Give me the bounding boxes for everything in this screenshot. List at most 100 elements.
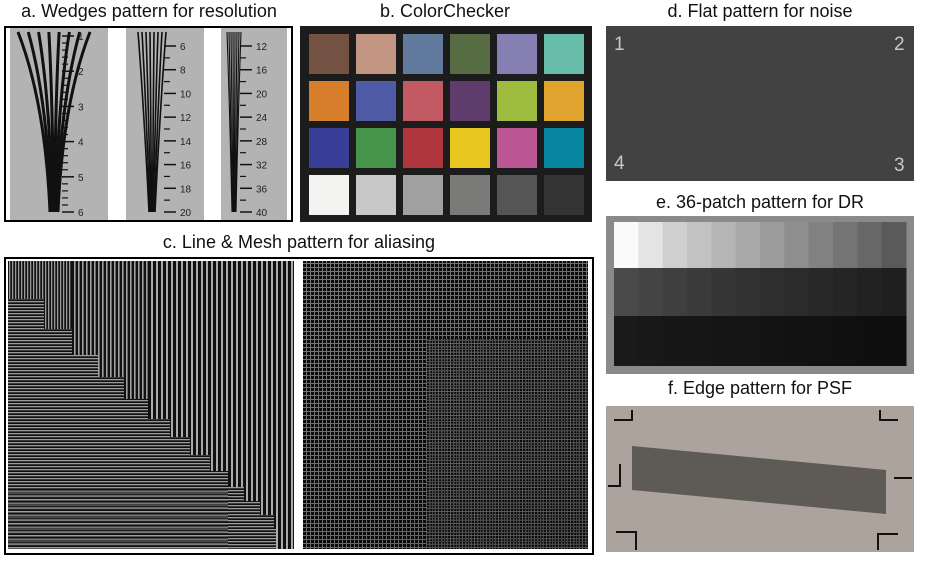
dr-patch bbox=[833, 268, 858, 316]
wedge-tick-label: 16 bbox=[180, 161, 192, 172]
colorchecker-patch bbox=[450, 175, 490, 215]
caption-colorchecker: b. ColorChecker bbox=[379, 1, 511, 21]
caption-dr: e. 36-patch pattern for DR bbox=[655, 192, 865, 212]
wedge-strip: 12 16 20 24 28 32 36 40 bbox=[221, 28, 287, 220]
wedge-tick-label: 3 bbox=[78, 102, 84, 113]
dr-svg bbox=[614, 222, 907, 366]
marker-bottom-left bbox=[616, 531, 637, 550]
dr-patch bbox=[760, 316, 785, 366]
dr-patch bbox=[662, 268, 688, 316]
dr-patch bbox=[638, 316, 664, 366]
dr-patch bbox=[735, 316, 761, 366]
colorchecker-patch bbox=[403, 128, 443, 168]
colorchecker-patch bbox=[497, 81, 537, 121]
colorchecker-patch bbox=[356, 81, 396, 121]
wedge-tick-label: 28 bbox=[256, 137, 268, 148]
marker-top-left bbox=[614, 410, 633, 421]
colorchecker-patch bbox=[497, 175, 537, 215]
dr-patch bbox=[833, 316, 858, 366]
colorchecker-patch bbox=[356, 128, 396, 168]
wedge-tick-label: 20 bbox=[180, 208, 192, 219]
dr-patch bbox=[687, 316, 712, 366]
dr-patch bbox=[881, 222, 907, 268]
colorchecker-patch bbox=[450, 34, 490, 74]
wedge-tick-label: 6 bbox=[180, 42, 186, 53]
wedge-strip: 1 2 3 4 5 6 bbox=[10, 28, 108, 220]
dr-patch bbox=[857, 268, 883, 316]
flat-panel: 1 2 3 4 bbox=[606, 26, 914, 181]
wedge-tick-label: 24 bbox=[256, 113, 268, 124]
colorchecker-patch bbox=[497, 34, 537, 74]
dr-patch bbox=[638, 268, 664, 316]
colorchecker-patch bbox=[497, 128, 537, 168]
wedge-tick-label: 18 bbox=[180, 184, 192, 195]
wedge-tick-label: 14 bbox=[180, 137, 192, 148]
wedge-tick-label: 6 bbox=[78, 208, 84, 219]
wedge-tick-label: 1 bbox=[78, 32, 84, 43]
caption-flat: d. Flat pattern for noise bbox=[667, 1, 853, 21]
line-mesh-panel bbox=[4, 257, 594, 555]
colorchecker-panel bbox=[300, 26, 592, 222]
colorchecker-patch bbox=[544, 34, 584, 74]
dr-patch bbox=[881, 316, 907, 366]
wedges-panel: 1 2 3 4 5 6 6 8 10 12 14 16 18 20 12 16 20 24 28 32 36 40 bbox=[4, 26, 293, 222]
dr-patch bbox=[833, 222, 858, 268]
dr-patch bbox=[614, 222, 639, 268]
dr-patch bbox=[784, 268, 810, 316]
colorchecker-patch bbox=[356, 34, 396, 74]
wedge-tick-label: 40 bbox=[256, 208, 268, 219]
corner-label-4: 4 bbox=[614, 153, 625, 174]
wedge-tick-label: 16 bbox=[256, 66, 268, 77]
wedge-tick-label: 8 bbox=[180, 66, 186, 77]
slanted-edge bbox=[632, 446, 886, 514]
dr-patch bbox=[638, 222, 664, 268]
dr-patch bbox=[784, 222, 810, 268]
dr-patch bbox=[711, 222, 737, 268]
corner-label-2: 2 bbox=[894, 34, 905, 55]
caption-wedges: a. Wedges pattern for resolution bbox=[21, 1, 277, 21]
dr-patch bbox=[760, 222, 785, 268]
wedge-tick-label: 32 bbox=[256, 161, 268, 172]
colorchecker-patch bbox=[403, 34, 443, 74]
colorchecker-patch bbox=[450, 128, 490, 168]
psf-svg bbox=[606, 406, 914, 552]
colorchecker-patch bbox=[403, 81, 443, 121]
colorchecker-patch bbox=[403, 175, 443, 215]
dr-patch bbox=[808, 268, 834, 316]
colorchecker-patch bbox=[544, 128, 584, 168]
colorchecker-patch bbox=[309, 128, 349, 168]
dr-patch bbox=[784, 316, 810, 366]
wedge-tick-label: 5 bbox=[78, 173, 84, 184]
dr-patch bbox=[808, 316, 834, 366]
mesh-pattern bbox=[303, 261, 588, 549]
colorchecker-patch bbox=[544, 81, 584, 121]
dr-patch bbox=[614, 316, 639, 366]
psf-panel bbox=[606, 406, 914, 552]
wedge-tick-label: 12 bbox=[256, 42, 268, 53]
dr-patch bbox=[735, 222, 761, 268]
line-mesh-svg bbox=[8, 261, 588, 549]
dr-patch bbox=[662, 316, 688, 366]
colorchecker-patch bbox=[356, 175, 396, 215]
dr-patch bbox=[760, 268, 785, 316]
dr-panel bbox=[606, 216, 914, 374]
flat-patch bbox=[606, 26, 914, 181]
line-pattern bbox=[8, 261, 294, 549]
colorchecker-patch bbox=[309, 81, 349, 121]
dr-patch bbox=[614, 268, 639, 316]
colorchecker-patch bbox=[450, 81, 490, 121]
wedge-tick-label: 20 bbox=[256, 89, 268, 100]
colorchecker-patch bbox=[544, 175, 584, 215]
corner-label-1: 1 bbox=[614, 34, 625, 55]
colorchecker-patch bbox=[309, 175, 349, 215]
marker-bottom-right bbox=[877, 533, 898, 550]
marker-mid-left bbox=[608, 464, 621, 487]
wedge-strip: 6 8 10 12 14 16 18 20 bbox=[126, 28, 204, 220]
wedge-tick-label: 4 bbox=[78, 138, 84, 149]
dr-patch bbox=[662, 222, 688, 268]
dr-patch bbox=[808, 222, 834, 268]
dr-patch bbox=[687, 222, 712, 268]
wedge-tick-label: 10 bbox=[180, 89, 192, 100]
colorchecker-svg bbox=[309, 34, 584, 215]
